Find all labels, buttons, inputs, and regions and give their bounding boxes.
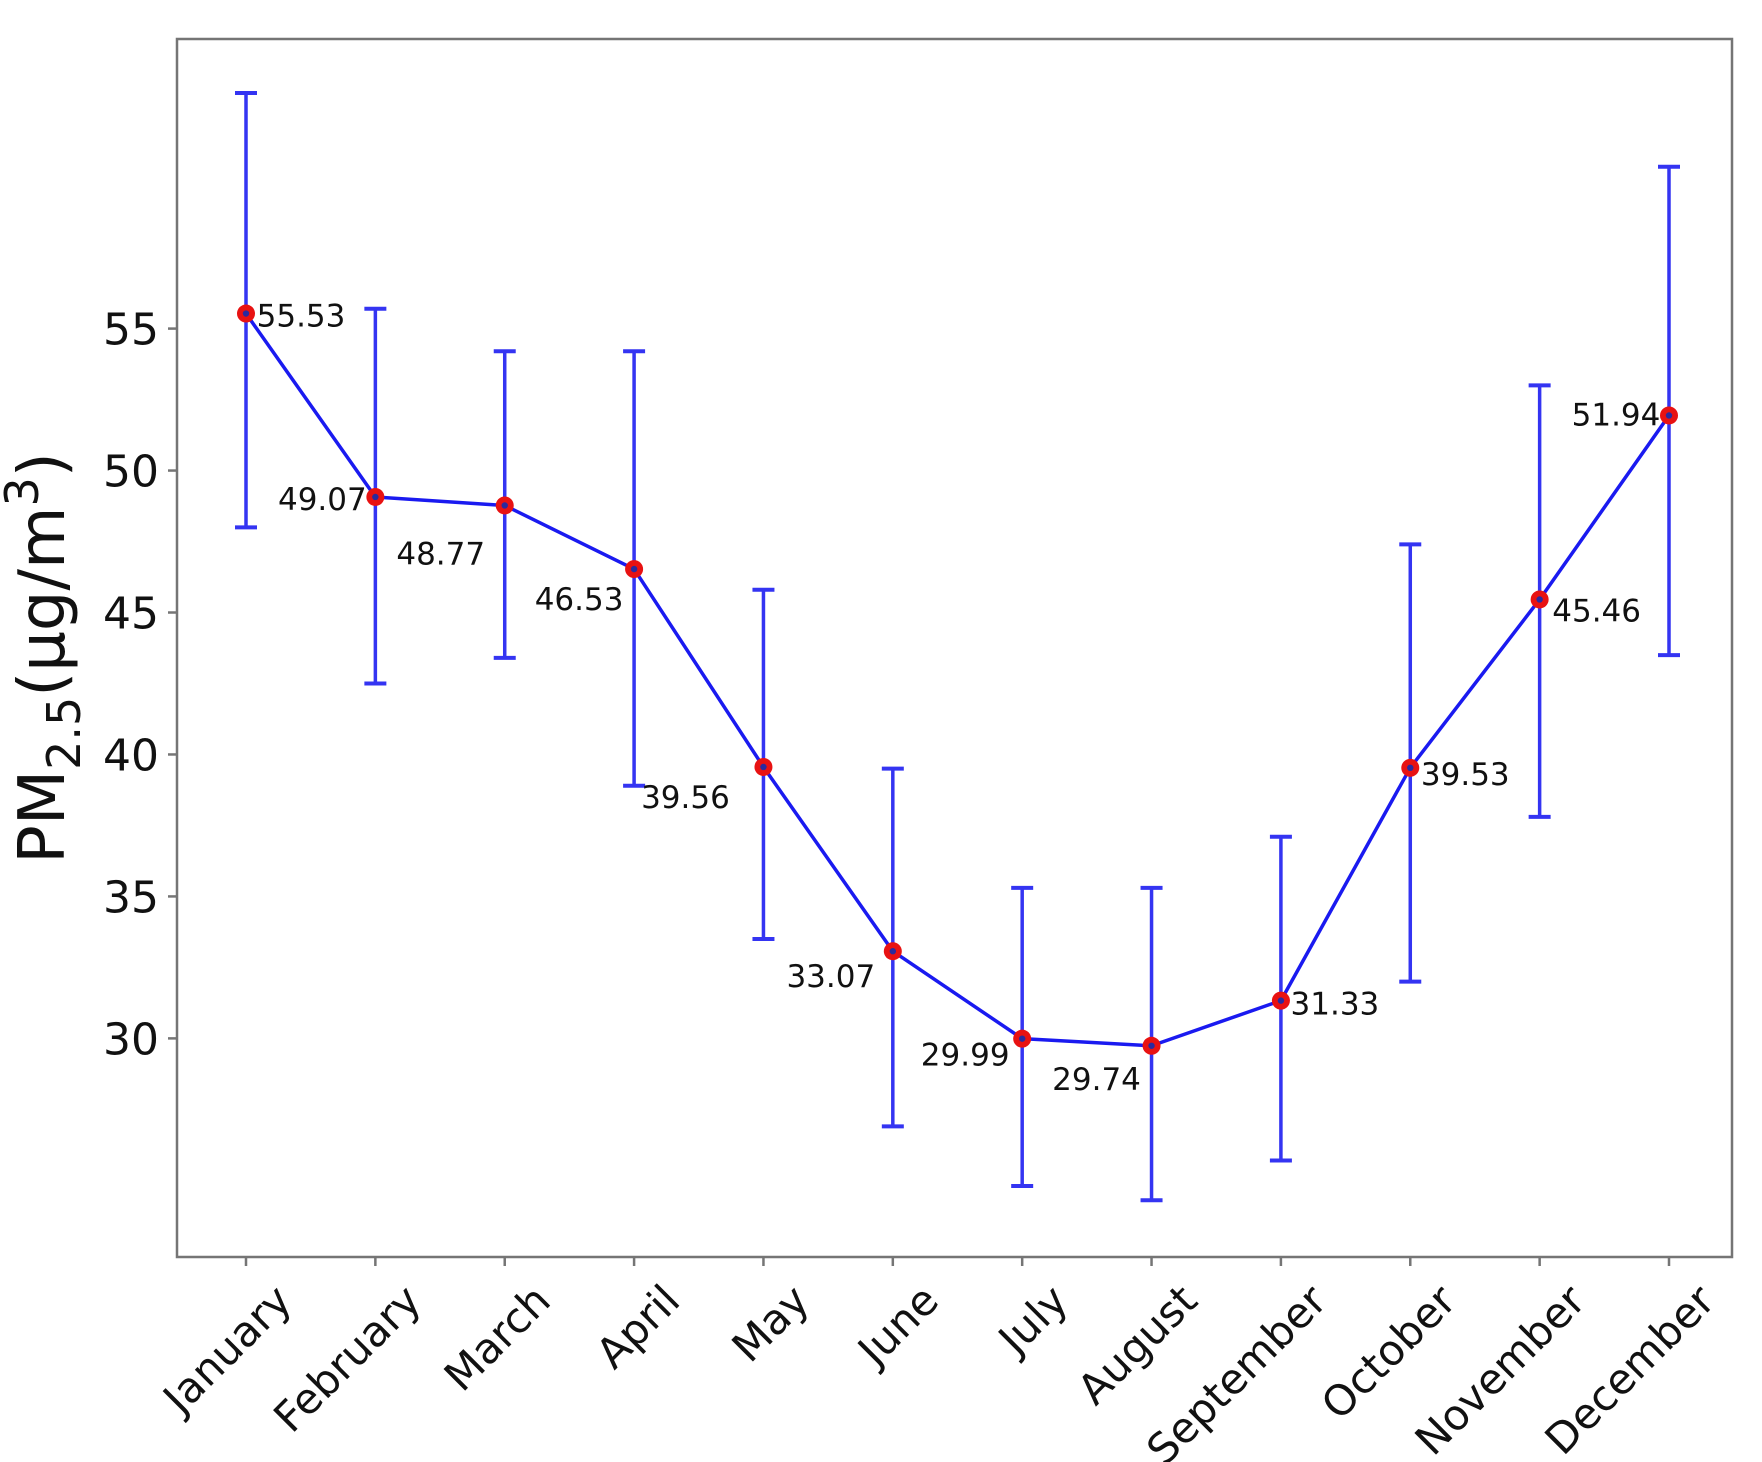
series-line — [244, 312, 1671, 1048]
y-axis-label-part: 3 — [0, 477, 49, 506]
y-tick-label-55: 55 — [103, 305, 159, 356]
value-label-october: 39.53 — [1421, 757, 1510, 793]
value-label-march: 48.77 — [396, 536, 485, 572]
value-label-september: 31.33 — [1291, 987, 1380, 1023]
y-tick-label-45: 45 — [103, 589, 159, 640]
value-label-may: 39.56 — [641, 780, 730, 816]
data-point-center-june — [889, 948, 897, 955]
y-axis-label-part: PM — [6, 770, 80, 864]
data-point-center-july — [1018, 1035, 1026, 1042]
value-label-july: 29.99 — [921, 1038, 1010, 1074]
data-point-center-january — [242, 310, 250, 317]
value-label-december: 51.94 — [1572, 397, 1661, 433]
x-tick-label-july: July — [987, 1275, 1077, 1365]
y-axis-label: PM2.5(µg/m3) — [0, 452, 91, 863]
x-tick-label-march: March — [435, 1275, 560, 1400]
value-label-april: 46.53 — [535, 582, 624, 618]
value-label-august: 29.74 — [1052, 1062, 1141, 1098]
data-point-center-november — [1536, 596, 1543, 603]
y-tick-label-40: 40 — [103, 730, 159, 781]
value-label-february: 49.07 — [278, 482, 367, 518]
data-point-center-february — [372, 493, 379, 501]
y-tick-label-50: 50 — [103, 447, 159, 498]
y-axis-label-part: (µg/m — [6, 507, 80, 697]
data-point-center-march — [501, 502, 508, 509]
y-tick-label-30: 30 — [103, 1014, 159, 1065]
data-point-center-may — [760, 763, 767, 771]
plot-frame — [175, 37, 1734, 1259]
y-axis-label-part: ) — [6, 452, 80, 477]
data-point-center-august — [1148, 1042, 1155, 1049]
value-label-june: 33.07 — [786, 959, 875, 995]
x-tick-label-april: April — [587, 1275, 690, 1378]
x-tick-label-june: June — [846, 1275, 947, 1376]
data-point-center-april — [630, 565, 638, 573]
y-axis-label-part: 2.5 — [37, 697, 91, 770]
y-tick-label-35: 35 — [103, 872, 159, 923]
data-point-center-december — [1665, 412, 1673, 419]
value-label-november: 45.46 — [1552, 593, 1641, 629]
x-tick-label-may: May — [722, 1275, 818, 1371]
value-label-january: 55.53 — [257, 299, 346, 335]
data-point-center-october — [1407, 764, 1414, 772]
data-point-center-september — [1277, 997, 1285, 1004]
